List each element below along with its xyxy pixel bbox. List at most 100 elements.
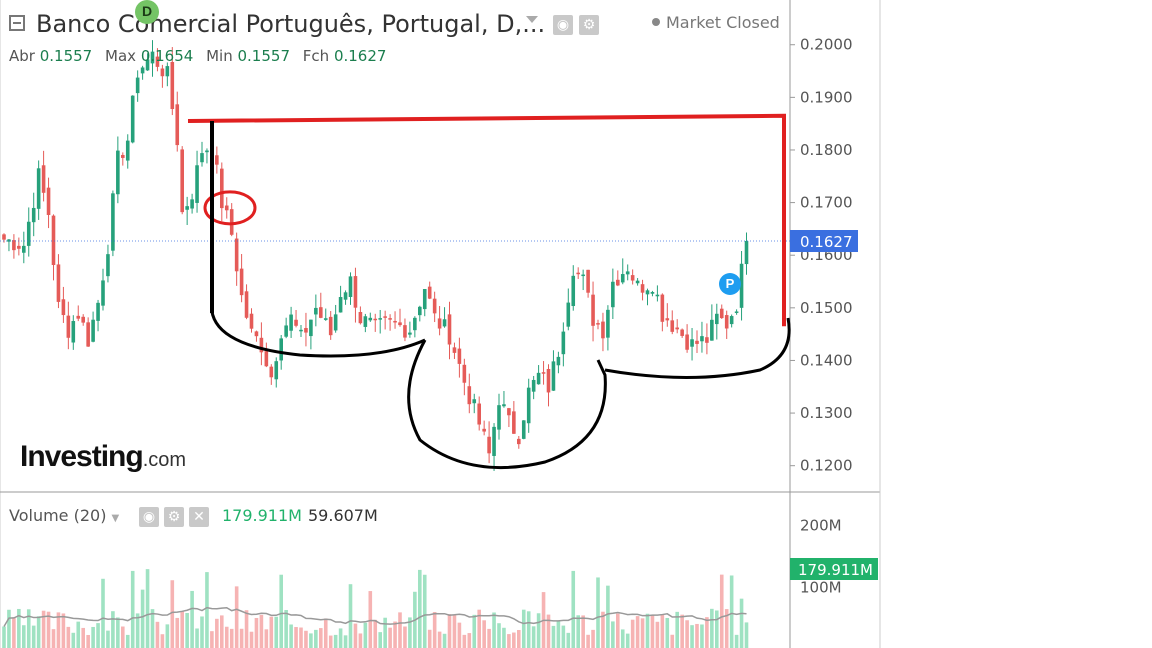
- price-tick-label: 0.1800: [800, 141, 853, 159]
- volume-bar: [729, 575, 734, 648]
- candle-body: [185, 206, 189, 210]
- volume-bar: [591, 629, 595, 648]
- volume-bar: [358, 633, 363, 648]
- volume-bar: [462, 634, 467, 648]
- candle-body: [596, 323, 600, 325]
- volume-bar: [700, 624, 704, 648]
- volume-bar: [155, 621, 160, 648]
- volume-bar: [17, 608, 21, 648]
- candle-body: [546, 368, 551, 393]
- volume-bar: [497, 623, 501, 648]
- candle-body: [620, 274, 625, 283]
- volume-bar: [264, 629, 269, 648]
- volume-bar: [125, 634, 130, 648]
- candle-body: [724, 315, 729, 329]
- volume-bar: [274, 616, 279, 648]
- candle-body: [645, 290, 650, 295]
- candle-body: [220, 168, 224, 209]
- volume-bar: [314, 629, 318, 648]
- volume-bar: [586, 634, 590, 648]
- volume-bar: [645, 613, 650, 648]
- volume-bar: [170, 580, 175, 648]
- volume-bar: [502, 627, 506, 648]
- candle-body: [71, 321, 76, 343]
- candle-body: [175, 104, 180, 146]
- volume-bar: [224, 626, 229, 648]
- volume-bar: [556, 621, 561, 648]
- candle-body: [680, 329, 684, 336]
- volume-bar: [239, 628, 244, 648]
- price-tick-label: 0.1400: [800, 351, 853, 369]
- volume-label: Volume (20) ▼: [9, 506, 119, 525]
- candle-body: [611, 281, 615, 308]
- volume-bar: [715, 610, 719, 648]
- high-value: 0.1654: [140, 47, 194, 65]
- volume-bar: [66, 626, 71, 648]
- candle-body: [155, 56, 160, 67]
- volume-gear-icon[interactable]: ⚙: [164, 507, 184, 527]
- candle-body: [383, 316, 387, 318]
- candle-body: [457, 348, 462, 364]
- volume-bar: [22, 625, 26, 648]
- volume-value-average: 59.607M: [308, 506, 378, 525]
- gear-icon[interactable]: ⚙: [579, 15, 599, 35]
- volume-bar: [521, 609, 526, 648]
- candle-body: [442, 319, 447, 327]
- candle-body: [635, 280, 640, 284]
- volume-bar: [71, 632, 76, 648]
- candle-body: [576, 272, 580, 275]
- market-status: Market Closed: [652, 13, 780, 32]
- candle-body: [492, 426, 496, 456]
- candle-body: [675, 327, 679, 330]
- candle-body: [739, 263, 744, 308]
- candle-body: [363, 316, 368, 327]
- volume-eye-icon[interactable]: ◉: [139, 507, 159, 527]
- candle-body: [170, 62, 175, 110]
- candle-body: [571, 275, 576, 307]
- volume-bar: [393, 621, 397, 648]
- volume-close-icon[interactable]: ✕: [189, 507, 209, 527]
- candle-body: [239, 268, 244, 296]
- candle-body: [254, 331, 259, 337]
- volume-bar: [724, 609, 729, 648]
- volume-bar: [665, 617, 670, 648]
- volume-bar: [418, 569, 422, 648]
- candle-body: [101, 280, 105, 306]
- open-value: 0.1557: [39, 47, 93, 65]
- dividend-badge[interactable]: D: [135, 0, 159, 24]
- chevron-down-icon[interactable]: [526, 16, 538, 23]
- volume-bar: [259, 614, 264, 648]
- candle-body: [343, 292, 348, 300]
- volume-bar: [625, 633, 630, 648]
- candle-body: [314, 307, 318, 315]
- pivot-badge[interactable]: P: [719, 273, 741, 295]
- candle-body: [616, 279, 620, 286]
- candle-body: [640, 284, 645, 293]
- eye-icon[interactable]: ◉: [553, 15, 573, 35]
- volume-bar: [373, 619, 378, 648]
- candle-body: [734, 311, 739, 313]
- candle-body: [309, 319, 313, 337]
- volume-bar: [536, 613, 541, 648]
- candle-body: [541, 372, 546, 374]
- volume-bar: [2, 626, 6, 648]
- candle-body: [284, 325, 288, 337]
- candle-body: [200, 153, 204, 163]
- candle-body: [160, 68, 165, 77]
- volume-bar: [323, 618, 328, 648]
- volume-bar: [7, 609, 11, 648]
- volume-bar: [472, 614, 477, 648]
- low-label: Min: [206, 47, 233, 65]
- volume-bar: [507, 634, 511, 648]
- candle-body: [353, 276, 358, 308]
- candle-body: [507, 408, 511, 416]
- collapse-icon[interactable]: [9, 15, 25, 31]
- volume-bar: [492, 612, 496, 648]
- candle-body: [111, 193, 115, 251]
- candle-body: [299, 329, 303, 332]
- volume-bar: [328, 635, 333, 648]
- volume-dropdown-icon[interactable]: ▼: [111, 513, 120, 524]
- volume-bar: [616, 613, 620, 648]
- volume-bar: [660, 614, 665, 648]
- candle-body: [705, 337, 709, 343]
